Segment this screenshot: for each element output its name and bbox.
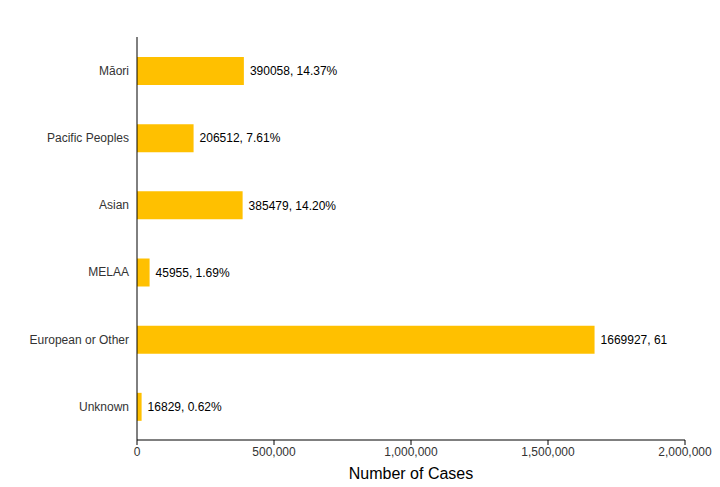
svg-text:Number of Cases: Number of Cases — [349, 465, 474, 479]
svg-text:45955, 1.69%: 45955, 1.69% — [156, 266, 230, 280]
svg-text:206512, 7.61%: 206512, 7.61% — [200, 131, 281, 145]
svg-text:0: 0 — [134, 445, 141, 459]
svg-text:16829, 0.62%: 16829, 0.62% — [148, 400, 222, 414]
svg-text:Asian: Asian — [99, 198, 129, 212]
svg-text:500,000: 500,000 — [252, 445, 296, 459]
svg-text:MELAA: MELAA — [88, 265, 129, 279]
svg-text:390058, 14.37%: 390058, 14.37% — [250, 64, 338, 78]
svg-text:Pacific Peoples: Pacific Peoples — [47, 131, 129, 145]
svg-text:1669927, 61: 1669927, 61 — [601, 333, 668, 347]
svg-text:385479, 14.20%: 385479, 14.20% — [249, 199, 337, 213]
svg-text:Unknown: Unknown — [79, 400, 129, 414]
svg-text:2,000,000: 2,000,000 — [658, 445, 712, 459]
svg-text:Māori: Māori — [99, 64, 129, 78]
svg-text:European or Other: European or Other — [30, 333, 129, 347]
svg-text:1,000,000: 1,000,000 — [384, 445, 438, 459]
svg-text:1,500,000: 1,500,000 — [521, 445, 575, 459]
